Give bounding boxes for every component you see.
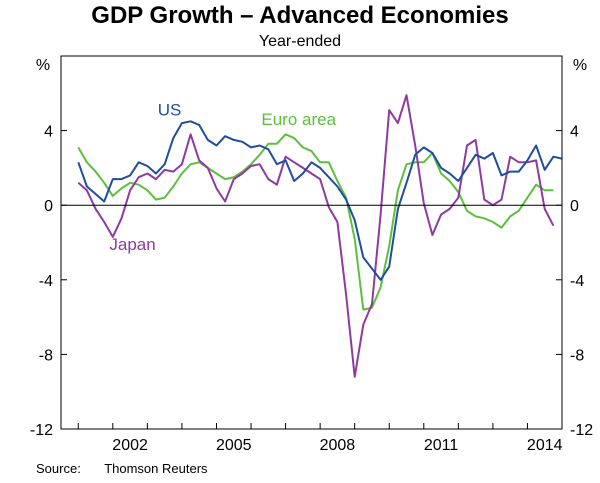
y-tick-label-right: -4 (570, 273, 584, 290)
series-label-japan: Japan (109, 235, 155, 254)
y-tick-label-right: 0 (570, 198, 579, 215)
series-lines (77, 94, 563, 378)
y-unit-left: % (36, 57, 50, 74)
y-tick-label-left: 0 (44, 198, 53, 215)
x-tick-label: 2014 (527, 437, 563, 454)
y-unit-right: % (573, 57, 587, 74)
x-tick-label: 2008 (320, 437, 356, 454)
source-note: Source: Thomson Reuters (36, 461, 208, 476)
y-tick-label-left: -4 (39, 273, 53, 290)
axis-labels: -12 -12 -8 -8 -4 -4 0 0 4 4 2002 2005 2008 2011 2014 (30, 124, 593, 454)
series-line-euro-area (77, 133, 554, 311)
chart-title: GDP Growth – Advanced Economies (91, 2, 509, 29)
x-tick-label: 2011 (424, 437, 459, 454)
source-label: Source: (36, 461, 81, 476)
x-tick-label: 2005 (216, 437, 252, 454)
series-line-japan (77, 94, 555, 378)
series-label-euro-area: Euro area (261, 110, 336, 129)
y-tick-label-left: -8 (39, 347, 53, 364)
chart-subtitle: Year-ended (258, 33, 342, 50)
y-tick-label-left: -12 (30, 422, 53, 439)
series-label-us: US (158, 101, 182, 120)
y-tick-label-right: -8 (570, 347, 584, 364)
y-tick-label-left: 4 (44, 124, 53, 141)
y-tick-label-right: 4 (570, 124, 579, 141)
source-text: Thomson Reuters (104, 461, 208, 476)
y-tick-label-right: -12 (570, 422, 593, 439)
axis-ticks (61, 130, 563, 430)
plot-frame (60, 55, 563, 430)
series-line-us (77, 120, 563, 281)
x-tick-label: 2002 (112, 437, 148, 454)
